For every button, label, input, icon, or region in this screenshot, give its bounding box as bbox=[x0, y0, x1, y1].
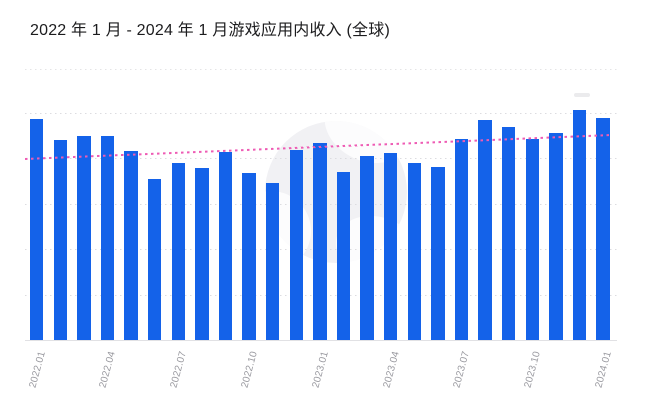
x-axis-label-2023-07: 2023.07 bbox=[451, 350, 473, 390]
bar-2023-02[interactable] bbox=[336, 172, 351, 340]
bar-2022-03[interactable] bbox=[77, 136, 91, 340]
bar-2023-10[interactable] bbox=[525, 139, 539, 340]
bar-2023-01[interactable] bbox=[313, 143, 327, 340]
bar-2022-09[interactable] bbox=[218, 152, 233, 340]
x-axis-label-2022-04: 2022.04 bbox=[97, 350, 119, 390]
bar-2023-11[interactable] bbox=[549, 133, 563, 340]
x-axis-label-2023-10: 2023.10 bbox=[522, 350, 544, 390]
bar-2022-12[interactable] bbox=[289, 150, 303, 340]
bar-2023-08[interactable] bbox=[478, 120, 492, 340]
bar-2022-10[interactable] bbox=[242, 173, 256, 340]
bar-2023-07[interactable] bbox=[454, 139, 469, 340]
bar-2023-05[interactable] bbox=[407, 163, 421, 340]
x-axis-label-2023-04: 2023.04 bbox=[381, 350, 402, 390]
annotation-dash bbox=[574, 93, 590, 97]
gridline bbox=[25, 113, 617, 114]
x-axis-line bbox=[25, 340, 617, 341]
bar-2022-01[interactable] bbox=[30, 119, 44, 340]
x-axis-label-2023-01: 2023.01 bbox=[310, 350, 331, 390]
bar-2024-01[interactable] bbox=[596, 118, 610, 340]
bar-2022-07[interactable] bbox=[171, 163, 185, 340]
chart-title: 2022 年 1 月 - 2024 年 1 月游戏应用内收入 (全球) bbox=[30, 22, 390, 39]
bar-2023-06[interactable] bbox=[431, 167, 445, 340]
bar-2023-03[interactable] bbox=[360, 156, 374, 340]
bar-2022-02[interactable] bbox=[53, 140, 67, 340]
bar-2023-12[interactable] bbox=[572, 110, 587, 340]
bar-2022-04[interactable] bbox=[100, 136, 115, 340]
bar-2022-08[interactable] bbox=[195, 168, 209, 340]
x-axis-label-2022-10: 2022.10 bbox=[239, 350, 260, 390]
x-axis-label-2022-07: 2022.07 bbox=[168, 350, 190, 390]
x-axis-label-2022-01: 2022.01 bbox=[27, 350, 48, 390]
bar-2022-11[interactable] bbox=[266, 183, 280, 340]
bar-2022-06[interactable] bbox=[148, 179, 162, 340]
title-separator bbox=[25, 69, 617, 70]
bar-2022-05[interactable] bbox=[124, 151, 138, 340]
bar-2023-09[interactable] bbox=[502, 127, 516, 340]
bar-2023-04[interactable] bbox=[384, 153, 398, 340]
x-axis-label-2024-01: 2024.01 bbox=[593, 350, 614, 390]
